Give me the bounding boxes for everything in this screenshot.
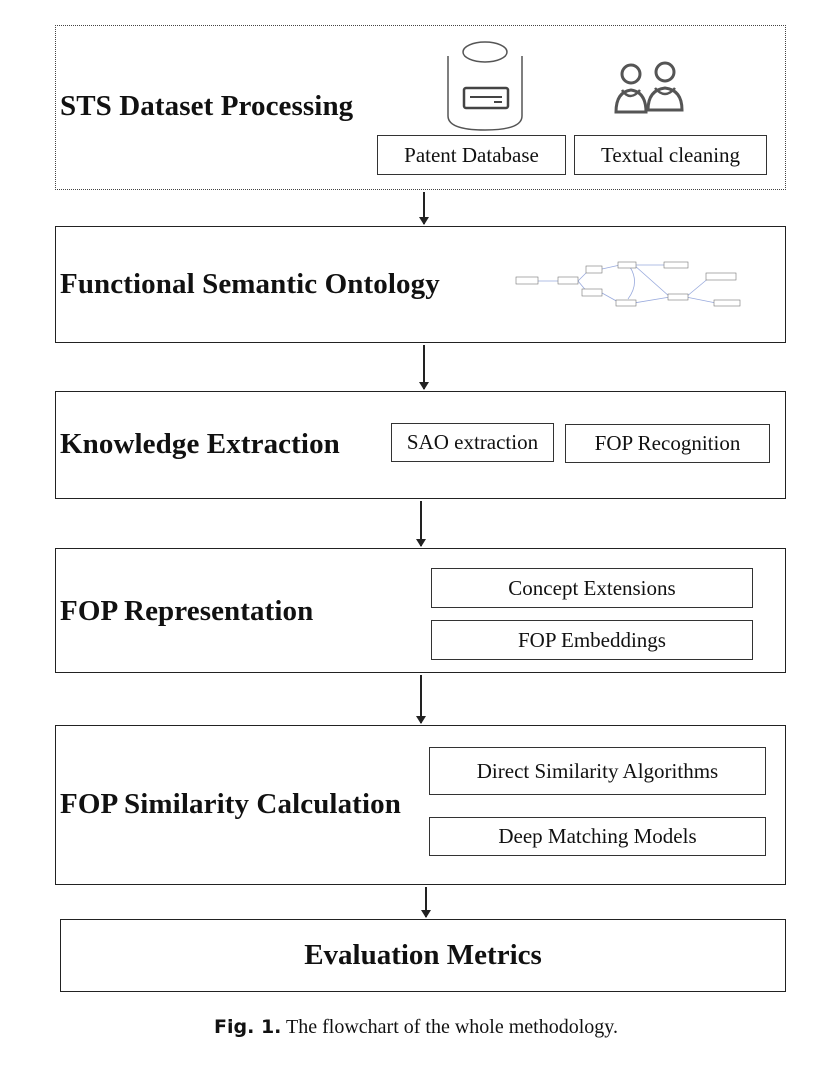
arrow-5 bbox=[421, 887, 431, 918]
direct-similarity-algorithms-box: Direct Similarity Algorithms bbox=[429, 747, 766, 795]
figure-label: Fig. 1. bbox=[214, 1016, 282, 1038]
stage-title-fop-representation: FOP Representation bbox=[60, 595, 314, 627]
textual-cleaning-box: Textual cleaning bbox=[574, 135, 767, 175]
concept-extensions-box: Concept Extensions bbox=[431, 568, 753, 608]
deep-matching-models-box: Deep Matching Models bbox=[429, 817, 766, 856]
stage-evaluation-metrics: Evaluation Metrics bbox=[60, 919, 786, 992]
patent-database-box: Patent Database bbox=[377, 135, 566, 175]
arrow-2 bbox=[419, 345, 429, 390]
stage-title-knowledge-extraction: Knowledge Extraction bbox=[60, 428, 340, 460]
arrow-4 bbox=[416, 675, 426, 724]
arrow-3 bbox=[416, 501, 426, 547]
ontology-graph-icon bbox=[515, 261, 741, 307]
figure-caption-text: The flowchart of the whole methodology. bbox=[286, 1016, 618, 1038]
stage-title-sts: STS Dataset Processing bbox=[60, 90, 354, 122]
stage-title-fop-similarity: FOP Similarity Calculation bbox=[60, 788, 401, 820]
stage-title-ontology: Functional Semantic Ontology bbox=[60, 268, 440, 300]
users-icon bbox=[614, 61, 684, 114]
sao-extraction-box: SAO extraction bbox=[391, 423, 554, 462]
fop-embeddings-box: FOP Embeddings bbox=[431, 620, 753, 660]
fop-recognition-box: FOP Recognition bbox=[565, 424, 770, 463]
stage-functional-semantic-ontology bbox=[55, 226, 786, 343]
database-icon bbox=[447, 41, 523, 131]
arrow-1 bbox=[419, 192, 429, 225]
figure-caption: Fig. 1. The flowchart of the whole metho… bbox=[0, 1016, 832, 1039]
